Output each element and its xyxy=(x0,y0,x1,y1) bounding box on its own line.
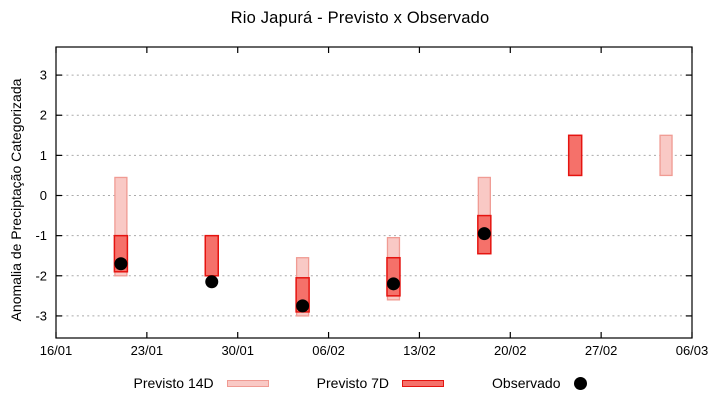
y-tick-label: -2 xyxy=(35,268,47,283)
observado-dot xyxy=(386,277,400,291)
plot-border xyxy=(55,46,693,339)
observado-dot xyxy=(205,275,219,289)
y-tick-label: 1 xyxy=(40,148,47,163)
y-tick-label: 2 xyxy=(40,108,47,123)
previsto-7d-swatch xyxy=(402,379,445,387)
legend: Previsto 14D Previsto 7D Observado xyxy=(0,375,720,391)
x-tick-label: 30/01 xyxy=(221,343,254,358)
previsto-14d-swatch xyxy=(226,379,269,387)
previsto-7d-bar xyxy=(204,234,220,277)
y-tick-label: 3 xyxy=(40,68,47,83)
chart-title: Rio Japurá - Previsto x Observado xyxy=(230,9,490,27)
legend-item-previsto-7d: Previsto 7D xyxy=(316,375,445,391)
x-tick-label: 16/01 xyxy=(40,343,73,358)
x-tick-label: 27/02 xyxy=(585,343,618,358)
observado-dot xyxy=(477,227,491,241)
legend-label-observado: Observado xyxy=(492,375,561,391)
previsto-7d-bar xyxy=(567,134,583,177)
x-tick-label: 20/02 xyxy=(494,343,527,358)
legend-label-previsto-7d: Previsto 7D xyxy=(316,375,390,391)
legend-item-observado: Observado xyxy=(492,375,587,391)
previsto-14d-bar xyxy=(659,134,673,177)
x-tick-label: 06/02 xyxy=(312,343,345,358)
observado-dot xyxy=(296,299,310,313)
y-tick-label: -1 xyxy=(35,228,47,243)
observado-dot xyxy=(114,257,128,271)
legend-label-previsto-14d: Previsto 14D xyxy=(133,375,214,391)
x-tick-label: 06/03 xyxy=(676,343,709,358)
x-tick-label: 23/01 xyxy=(131,343,164,358)
x-tick-label: 13/02 xyxy=(403,343,436,358)
y-tick-label: 0 xyxy=(40,188,47,203)
y-tick-label: -3 xyxy=(35,308,47,323)
legend-item-previsto-14d: Previsto 14D xyxy=(134,375,269,391)
observado-swatch xyxy=(573,376,587,390)
